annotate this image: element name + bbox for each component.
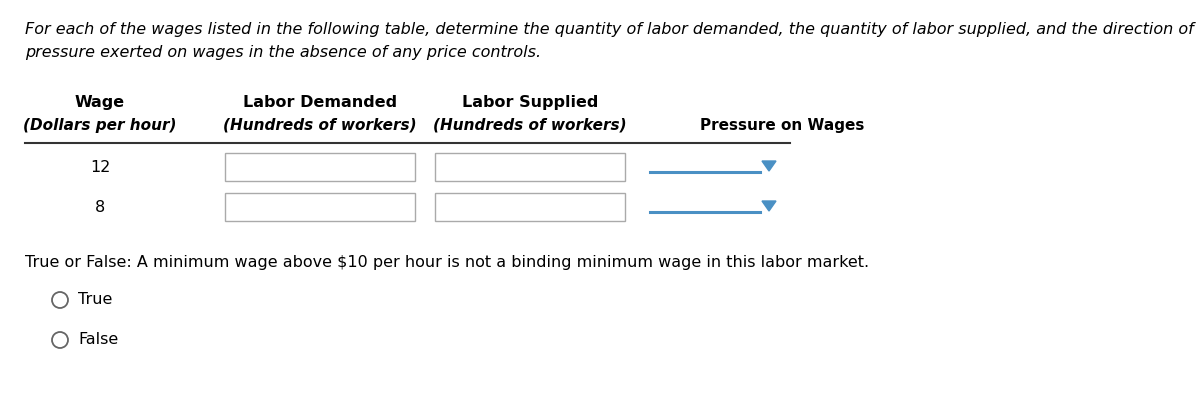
Text: pressure exerted on wages in the absence of any price controls.: pressure exerted on wages in the absence… <box>25 45 541 60</box>
Circle shape <box>52 292 68 308</box>
Text: False: False <box>78 332 119 348</box>
Text: True: True <box>78 292 113 308</box>
Text: Labor Demanded: Labor Demanded <box>242 95 397 110</box>
Text: Labor Supplied: Labor Supplied <box>462 95 598 110</box>
Text: Wage: Wage <box>74 95 125 110</box>
Text: For each of the wages listed in the following table, determine the quantity of l: For each of the wages listed in the foll… <box>25 22 1194 37</box>
Text: (Hundreds of workers): (Hundreds of workers) <box>433 118 626 133</box>
Text: 8: 8 <box>95 200 106 215</box>
FancyBboxPatch shape <box>436 153 625 181</box>
Text: Pressure on Wages: Pressure on Wages <box>700 118 864 133</box>
Polygon shape <box>762 161 776 171</box>
Circle shape <box>52 332 68 348</box>
Text: True or False: A minimum wage above $10 per hour is not a binding minimum wage i: True or False: A minimum wage above $10 … <box>25 255 869 270</box>
Text: (Dollars per hour): (Dollars per hour) <box>23 118 176 133</box>
Text: (Hundreds of workers): (Hundreds of workers) <box>223 118 416 133</box>
FancyBboxPatch shape <box>436 193 625 221</box>
Text: 12: 12 <box>90 160 110 174</box>
FancyBboxPatch shape <box>226 153 415 181</box>
FancyBboxPatch shape <box>226 193 415 221</box>
Polygon shape <box>762 201 776 211</box>
